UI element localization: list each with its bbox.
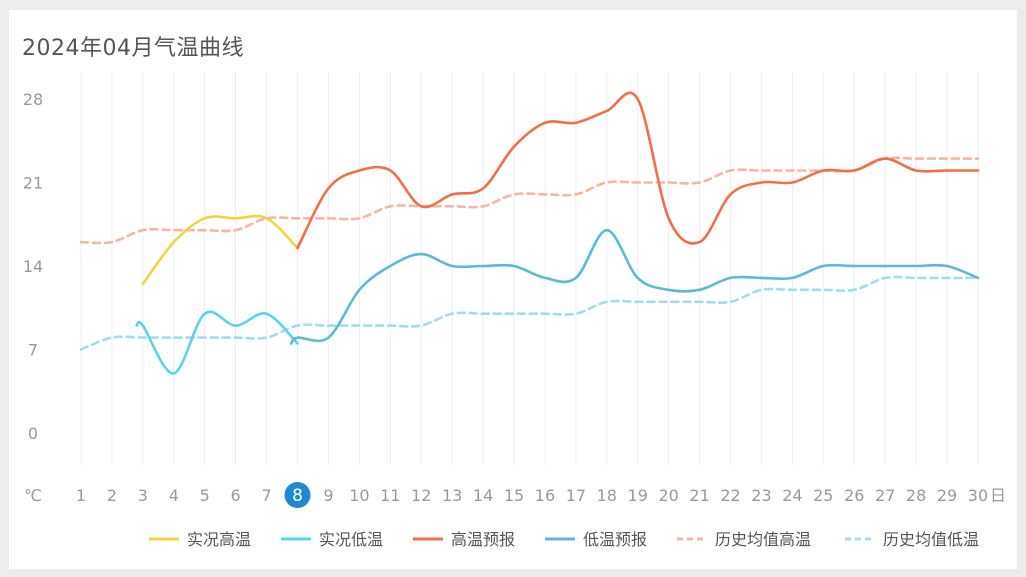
series-line-5 bbox=[79, 275, 980, 351]
legend-label: 实况高温 bbox=[187, 530, 251, 549]
chart-title: 2024年04月气温曲线 bbox=[22, 36, 244, 61]
x-tick-label: 4 bbox=[169, 486, 179, 505]
x-tick-label: 18 bbox=[597, 486, 617, 505]
series-layer bbox=[79, 91, 980, 375]
x-tick-label: 15 bbox=[504, 486, 524, 505]
series-line-1 bbox=[135, 310, 299, 375]
grid-layer bbox=[80, 72, 979, 465]
y-tick-label: 28 bbox=[23, 90, 43, 109]
x-tick-label: 11 bbox=[380, 486, 400, 505]
x-tick-label: 25 bbox=[813, 486, 833, 505]
legend-label: 高温预报 bbox=[451, 530, 515, 549]
series-line-2 bbox=[296, 91, 980, 250]
x-tick-label: 21 bbox=[689, 486, 709, 505]
y-tick-label: 21 bbox=[23, 173, 43, 192]
x-tick-label: 19 bbox=[628, 486, 648, 505]
x-tick-label: 29 bbox=[937, 486, 957, 505]
x-unit-label: 日 bbox=[990, 486, 1006, 505]
x-tick-label: 26 bbox=[844, 486, 864, 505]
y-tick-label: 14 bbox=[23, 257, 43, 276]
x-tick-label: 23 bbox=[751, 486, 771, 505]
chart-card: 2024年04月气温曲线 0 7 14 21 28 ℃ 1 2 3 4 5 6 7 8 9 10 11 12 13 1… bbox=[9, 10, 1017, 569]
x-tick-label: 2 bbox=[107, 486, 117, 505]
x-tick-label: 12 bbox=[411, 486, 431, 505]
y-tick-label: 0 bbox=[28, 424, 38, 443]
current-day-marker bbox=[284, 482, 311, 508]
x-tick-label: 9 bbox=[323, 486, 333, 505]
y-tick-label: 7 bbox=[28, 340, 38, 359]
x-tick-label: 27 bbox=[875, 486, 895, 505]
x-tick-label: 28 bbox=[906, 486, 926, 505]
legend-label: 历史均值高温 bbox=[715, 530, 811, 549]
x-tick-label: 8 bbox=[292, 486, 303, 506]
series-line-0 bbox=[141, 214, 299, 286]
x-tick-label: 6 bbox=[231, 486, 241, 505]
x-tick-label: 13 bbox=[442, 486, 462, 505]
x-tick-label: 10 bbox=[349, 486, 369, 505]
y-unit-label: ℃ bbox=[24, 486, 42, 505]
x-tick-label: 20 bbox=[658, 486, 678, 505]
x-tick-label: 1 bbox=[76, 486, 86, 505]
x-tick-label: 30 bbox=[968, 486, 988, 505]
x-tick-label: 24 bbox=[782, 486, 802, 505]
x-tick-label: 5 bbox=[200, 486, 210, 505]
x-tick-label: 16 bbox=[535, 486, 555, 505]
x-tick-label: 17 bbox=[566, 486, 586, 505]
x-tick-label: 3 bbox=[138, 486, 148, 505]
legend-label: 实况低温 bbox=[319, 530, 383, 549]
legend: 实况高温 实况低温 高温预报 低温预报 历史均值高温 历史均值低温 bbox=[149, 530, 979, 549]
series-line-3 bbox=[290, 228, 980, 345]
legend-label: 历史均值低温 bbox=[883, 530, 979, 549]
x-tick-label: 22 bbox=[720, 486, 740, 505]
legend-label: 低温预报 bbox=[583, 530, 647, 549]
x-tick-label: 14 bbox=[473, 486, 493, 505]
x-tick-label: 7 bbox=[261, 486, 271, 505]
